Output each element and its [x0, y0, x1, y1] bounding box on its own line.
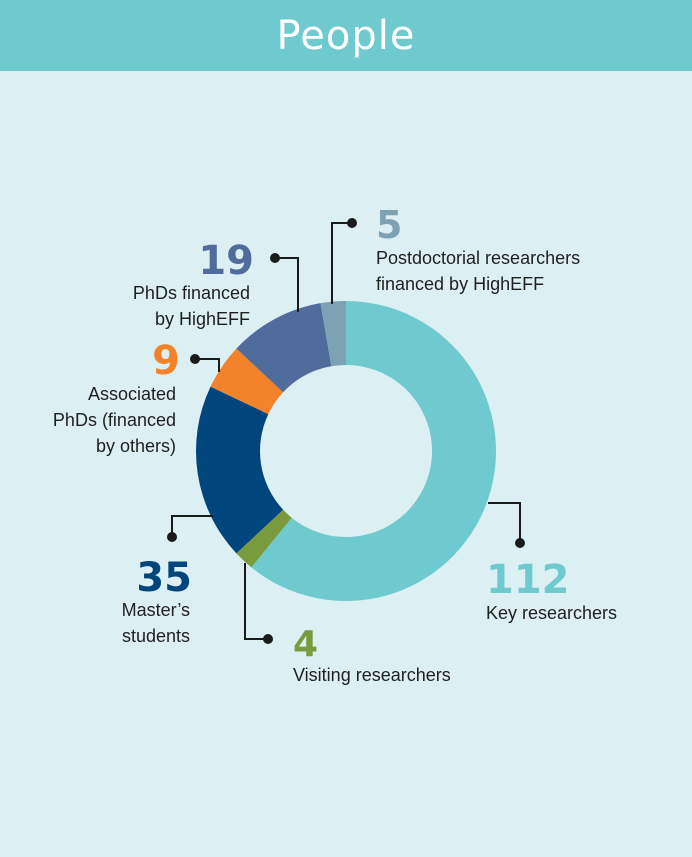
slice-value-3: 9 — [152, 338, 180, 384]
slice-label-line: Master’s — [122, 600, 190, 620]
slice-value-1: 4 — [293, 624, 318, 665]
leader-line-1 — [244, 563, 268, 640]
slice-label-4: PhDs financed by HighEFF — [133, 283, 250, 329]
slice-value-4: 19 — [198, 238, 254, 284]
leader-dot-1 — [263, 634, 273, 644]
slice-value-5: 5 — [376, 203, 402, 247]
donut-slice-3 — [210, 348, 284, 415]
slice-label-line: PhDs financed — [133, 283, 250, 303]
slice-label-3: Associated PhDs (financed by others) — [53, 384, 176, 456]
leader-dot-0 — [515, 538, 525, 548]
leader-line-5 — [331, 222, 352, 304]
leader-line-0 — [488, 502, 521, 543]
people-donut-chart: 112 Key researchers 4 Visiting researchers 3… — [0, 71, 692, 857]
leader-dot-5 — [347, 218, 357, 228]
slice-label-line: financed by HighEFF — [376, 274, 544, 294]
donut-slice-4 — [236, 303, 332, 393]
leader-line-2 — [171, 515, 213, 537]
header-bar: People — [0, 0, 692, 71]
donut-slice-2 — [195, 386, 284, 554]
leader-dot-4 — [270, 253, 280, 263]
slice-label-0: Key researchers — [486, 603, 617, 623]
donut-slice-1 — [236, 509, 292, 568]
leader-line-3 — [195, 358, 220, 372]
slice-label-line: Postdoctorial researchers — [376, 248, 580, 268]
slice-value-0: 112 — [486, 557, 570, 603]
slice-label-line: by HighEFF — [155, 309, 250, 329]
donut-slice-0 — [251, 301, 497, 601]
leader-dot-3 — [190, 354, 200, 364]
page-title: People — [276, 12, 416, 59]
donut-slice-5 — [320, 301, 346, 367]
slice-value-2: 35 — [136, 555, 192, 601]
slice-label-1: Visiting researchers — [293, 665, 451, 685]
leader-lines — [167, 218, 525, 644]
slice-label-line: PhDs (financed — [53, 410, 176, 430]
leader-dot-2 — [167, 532, 177, 542]
slice-label-2: Master’s students — [122, 600, 190, 646]
slice-label-line: by others) — [96, 436, 176, 456]
donut-slices — [195, 301, 497, 601]
slice-label-line: Associated — [88, 384, 176, 404]
leader-line-4 — [275, 257, 299, 312]
slice-label-line: Visiting researchers — [293, 665, 451, 685]
slice-label-line: Key researchers — [486, 603, 617, 623]
slice-label-5: Postdoctorial researchers financed by Hig… — [376, 248, 580, 294]
slice-label-line: students — [122, 626, 190, 646]
